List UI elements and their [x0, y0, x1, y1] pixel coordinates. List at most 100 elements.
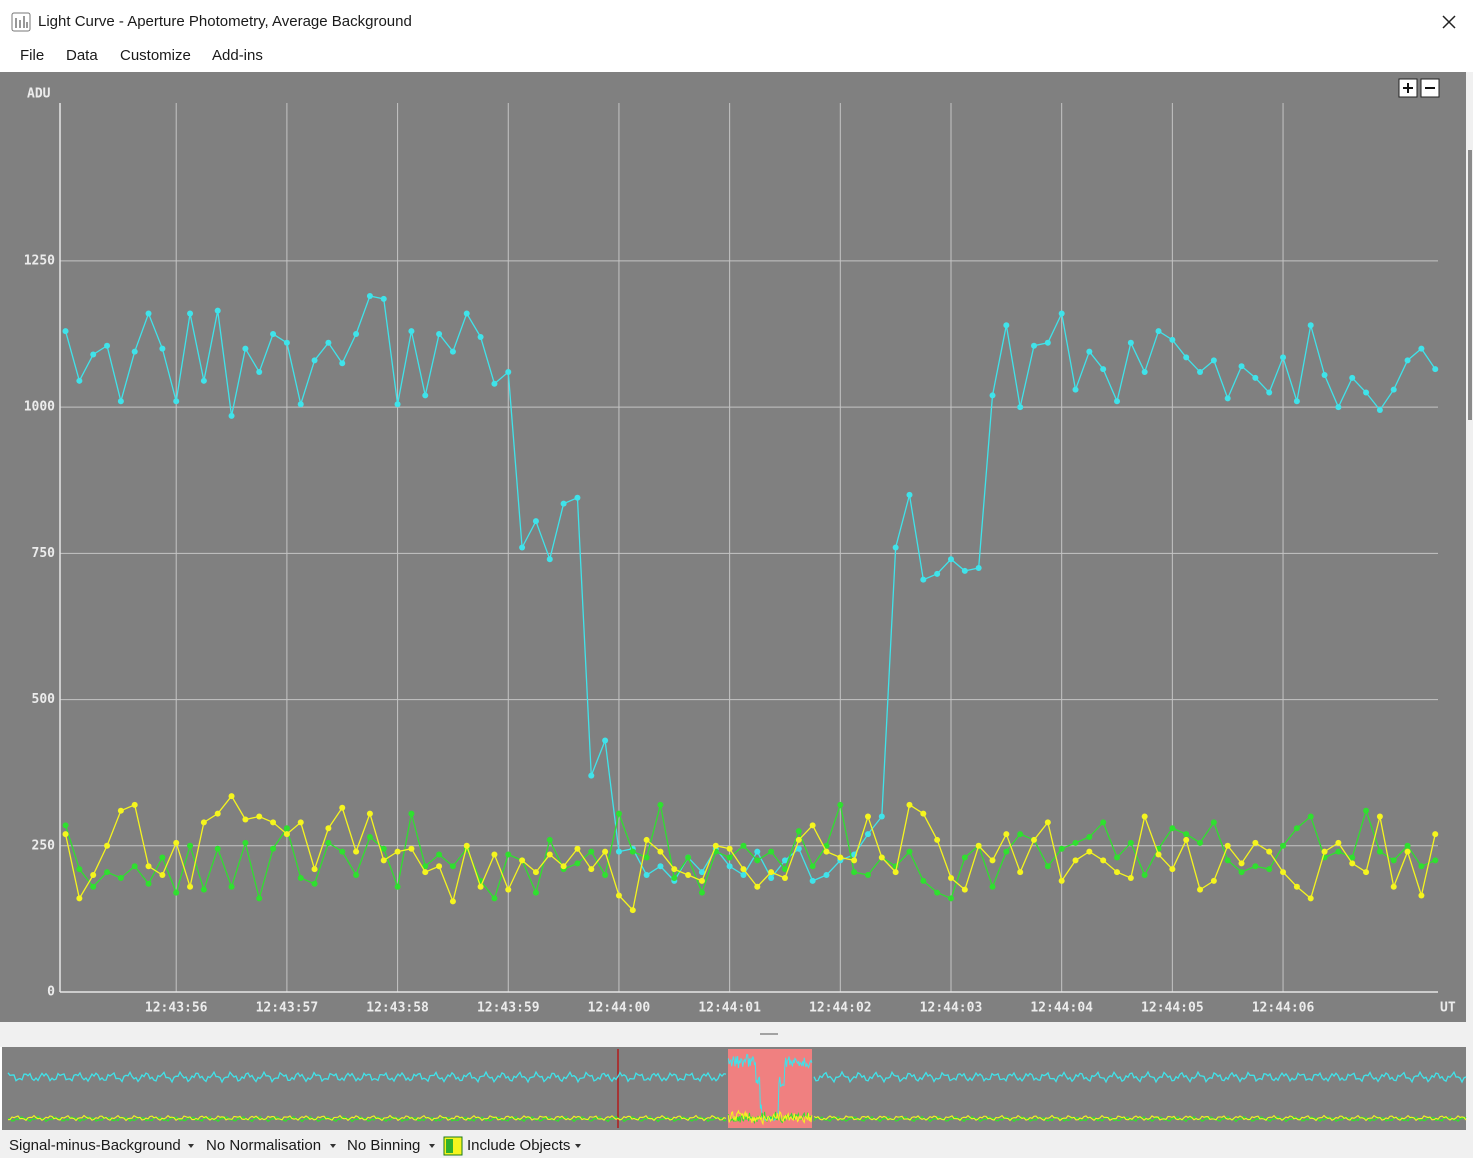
data-point — [781, 874, 788, 881]
menu-item[interactable]: Add-ins — [212, 47, 263, 64]
data-point — [1072, 386, 1079, 393]
data-point — [768, 869, 775, 876]
title-menu-background — [0, 0, 1473, 72]
status-bar — [0, 1130, 1473, 1158]
data-point — [546, 851, 553, 858]
data-point — [200, 886, 207, 893]
data-point — [422, 863, 429, 870]
include-objects-icon-part — [446, 1139, 453, 1153]
data-point — [1114, 854, 1121, 861]
data-point — [1404, 357, 1411, 364]
toolbar-dropdown[interactable]: No Binning — [347, 1137, 420, 1154]
data-point — [740, 842, 747, 849]
app-icon-glyph — [15, 16, 28, 28]
data-point — [62, 831, 69, 838]
data-point — [1321, 848, 1328, 855]
data-point — [574, 494, 581, 501]
data-point — [1349, 860, 1356, 867]
data-point — [76, 895, 83, 902]
data-point — [200, 377, 207, 384]
y-axis-label: ADU — [27, 87, 51, 102]
data-point — [436, 851, 443, 858]
data-point — [1058, 310, 1065, 317]
data-point — [878, 854, 885, 861]
data-point — [145, 310, 152, 317]
data-point — [1169, 336, 1176, 343]
data-point — [297, 401, 304, 408]
data-point — [809, 863, 816, 870]
data-point — [1044, 339, 1051, 346]
data-point — [297, 819, 304, 826]
data-point — [408, 328, 415, 335]
data-point — [1100, 857, 1107, 864]
data-point — [1280, 354, 1287, 361]
data-point — [422, 869, 429, 876]
data-point — [1155, 851, 1162, 858]
x-axis-label: UT — [1440, 1001, 1456, 1016]
data-point — [754, 857, 761, 864]
data-point — [1418, 863, 1425, 870]
data-point — [339, 360, 346, 367]
data-point — [187, 883, 194, 890]
data-point — [1197, 839, 1204, 846]
data-point — [851, 869, 858, 876]
data-point — [1141, 369, 1148, 376]
toolbar-dropdown[interactable]: Signal-minus-Background — [9, 1137, 181, 1154]
splitter[interactable] — [0, 1022, 1466, 1047]
close-button[interactable] — [1442, 15, 1456, 29]
data-point — [809, 877, 816, 884]
data-point — [62, 822, 69, 829]
data-point — [823, 842, 830, 849]
x-tick-label: 12:44:04 — [1030, 1001, 1093, 1016]
y-tick-label: 1000 — [24, 400, 55, 415]
data-point — [1169, 866, 1176, 873]
x-tick-label: 12:44:02 — [809, 1001, 872, 1016]
data-point — [228, 412, 235, 419]
data-point — [131, 801, 138, 808]
data-point — [1003, 831, 1010, 838]
data-point — [104, 842, 111, 849]
data-point — [1307, 895, 1314, 902]
data-point — [228, 883, 235, 890]
data-point — [740, 866, 747, 873]
scrollbar-thumb[interactable] — [1468, 150, 1472, 420]
data-point — [1432, 366, 1439, 373]
data-point — [325, 339, 332, 346]
data-point — [1252, 839, 1259, 846]
data-point — [1335, 839, 1342, 846]
zoom-buttons — [1398, 78, 1440, 98]
menu-item[interactable]: Data — [66, 47, 98, 64]
data-point — [934, 889, 941, 896]
data-point — [878, 813, 885, 820]
dropdown-arrow — [429, 1144, 435, 1148]
data-point — [947, 874, 954, 881]
data-point — [1363, 869, 1370, 876]
toolbar-dropdown[interactable]: No Normalisation — [206, 1137, 321, 1154]
data-point — [546, 836, 553, 843]
data-point — [906, 801, 913, 808]
menu-item[interactable]: Customize — [120, 47, 191, 64]
data-point — [449, 348, 456, 355]
x-tick-label: 12:44:00 — [588, 1001, 651, 1016]
data-point — [1307, 813, 1314, 820]
data-point — [408, 810, 415, 817]
data-point — [1210, 819, 1217, 826]
data-point — [643, 872, 650, 879]
data-point — [1432, 857, 1439, 864]
data-point — [671, 866, 678, 873]
y-tick-label: 750 — [32, 546, 56, 561]
data-point — [117, 874, 124, 881]
x-tick-label: 12:44:06 — [1252, 1001, 1315, 1016]
data-point — [1376, 407, 1383, 414]
data-point — [104, 342, 111, 349]
data-point — [1100, 819, 1107, 826]
menu-item[interactable]: File — [20, 47, 44, 64]
data-point — [837, 801, 844, 808]
scrollbar-track — [1466, 72, 1473, 1130]
data-point — [187, 842, 194, 849]
data-point — [283, 339, 290, 346]
data-point — [256, 895, 263, 902]
data-point — [1390, 857, 1397, 864]
toolbar-dropdown[interactable]: Include Objects — [467, 1137, 570, 1154]
x-tick-label: 12:43:56 — [145, 1001, 208, 1016]
